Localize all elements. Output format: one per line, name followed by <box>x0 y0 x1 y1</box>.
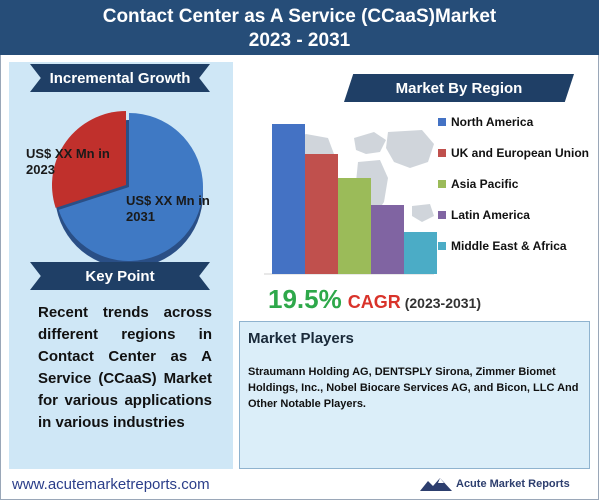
page-title: Contact Center as A Service (CCaaS)Marke… <box>102 6 497 27</box>
bar-middle-east-africa <box>404 232 437 274</box>
bar-latin-america <box>371 205 404 274</box>
cagr-block: 19.5% CAGR (2023-2031) <box>268 284 481 315</box>
legend-label: North America <box>451 115 534 129</box>
market-players-box: Market Players Straumann Holding AG, DEN… <box>239 321 590 469</box>
legend-swatch <box>438 180 446 188</box>
legend-item-asia-pacific: Asia Pacific <box>438 177 518 191</box>
page-subtitle-years: 2023 - 2031 <box>248 30 351 51</box>
pie-label-2031: US$ XX Mn in 2031 <box>126 193 210 224</box>
legend-item-uk-eu: UK and European Union <box>438 146 589 160</box>
legend-label: Latin America <box>451 208 530 222</box>
market-players-heading: Market Players <box>248 330 354 347</box>
pie-label-2023: US$ XX Mn in 2023 <box>26 146 110 177</box>
key-point-ribbon: Key Point <box>30 262 210 290</box>
legend-label: Asia Pacific <box>451 177 519 191</box>
title-bar: Contact Center as A Service (CCaaS)Marke… <box>0 0 599 55</box>
pie-slice-2031 <box>58 113 203 261</box>
bar-uk-and-european-union <box>305 154 338 274</box>
incremental-growth-heading: Incremental Growth <box>49 69 191 87</box>
cagr-value: 19.5% <box>268 284 342 314</box>
market-by-region-heading: Market By Region <box>395 79 523 97</box>
bar-north-america <box>272 124 305 274</box>
footer-logo: Acute Market Reports <box>420 477 570 491</box>
key-point-heading: Key Point <box>85 267 155 285</box>
market-players-text: Straumann Holding AG, DENTSPLY Sirona, Z… <box>248 366 579 410</box>
legend-label: UK and European Union <box>451 146 589 160</box>
legend-swatch <box>438 118 446 126</box>
bar-asia-pacific <box>338 178 371 274</box>
key-point-text: Recent trends across different regions i… <box>38 304 212 431</box>
incremental-growth-pie: US$ XX Mn in 2023 US$ XX Mn in 2031 <box>26 98 218 276</box>
footer-url-link[interactable]: www.acutemarketreports.com <box>12 476 210 493</box>
legend-swatch <box>438 211 446 219</box>
legend-label: Middle East & Africa <box>451 239 567 253</box>
footer-brand-name: Acute Market Reports <box>456 478 570 490</box>
pie-slice-2023 <box>51 111 127 208</box>
incremental-growth-ribbon: Incremental Growth <box>30 64 210 92</box>
region-bar-chart <box>264 124 437 275</box>
legend-swatch <box>438 149 446 157</box>
cagr-period: (2023-2031) <box>404 295 482 311</box>
legend-item-middle-east-africa: Middle East & Africa <box>438 239 567 253</box>
legend-item-north-america: North America <box>438 115 533 129</box>
mountain-logo-icon <box>420 478 452 491</box>
pie-chart-svg <box>51 111 203 268</box>
market-by-region-ribbon: Market By Region <box>344 74 574 102</box>
bars-group <box>272 124 437 274</box>
legend-swatch <box>438 242 446 250</box>
legend-item-latin-america: Latin America <box>438 208 530 222</box>
cagr-label: CAGR <box>347 292 401 312</box>
